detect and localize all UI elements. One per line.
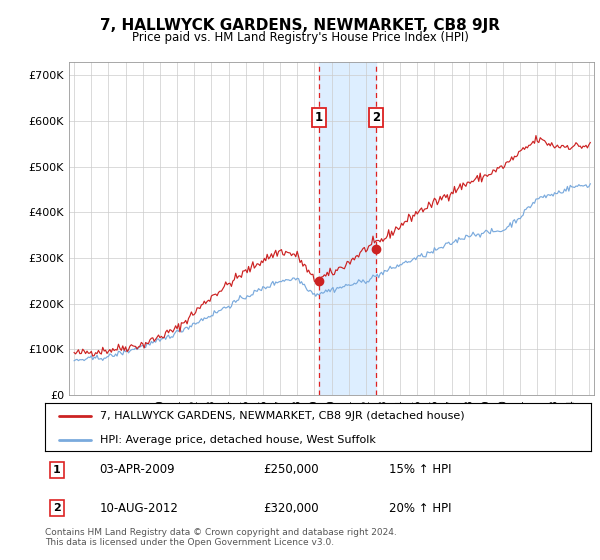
Text: 7, HALLWYCK GARDENS, NEWMARKET, CB8 9JR (detached house): 7, HALLWYCK GARDENS, NEWMARKET, CB8 9JR …: [100, 411, 464, 421]
Text: Price paid vs. HM Land Registry's House Price Index (HPI): Price paid vs. HM Land Registry's House …: [131, 31, 469, 44]
Text: £320,000: £320,000: [263, 502, 319, 515]
Text: £250,000: £250,000: [263, 463, 319, 476]
Text: 1: 1: [53, 465, 61, 475]
Text: 20% ↑ HPI: 20% ↑ HPI: [389, 502, 451, 515]
Text: HPI: Average price, detached house, West Suffolk: HPI: Average price, detached house, West…: [100, 435, 376, 445]
Text: 2: 2: [53, 503, 61, 513]
Text: 15% ↑ HPI: 15% ↑ HPI: [389, 463, 451, 476]
Text: 7, HALLWYCK GARDENS, NEWMARKET, CB8 9JR: 7, HALLWYCK GARDENS, NEWMARKET, CB8 9JR: [100, 18, 500, 33]
Text: 10-AUG-2012: 10-AUG-2012: [100, 502, 178, 515]
Text: 2: 2: [372, 111, 380, 124]
Text: 03-APR-2009: 03-APR-2009: [100, 463, 175, 476]
Text: 1: 1: [314, 111, 323, 124]
Text: Contains HM Land Registry data © Crown copyright and database right 2024.
This d: Contains HM Land Registry data © Crown c…: [45, 528, 397, 547]
Bar: [319, 62, 376, 395]
